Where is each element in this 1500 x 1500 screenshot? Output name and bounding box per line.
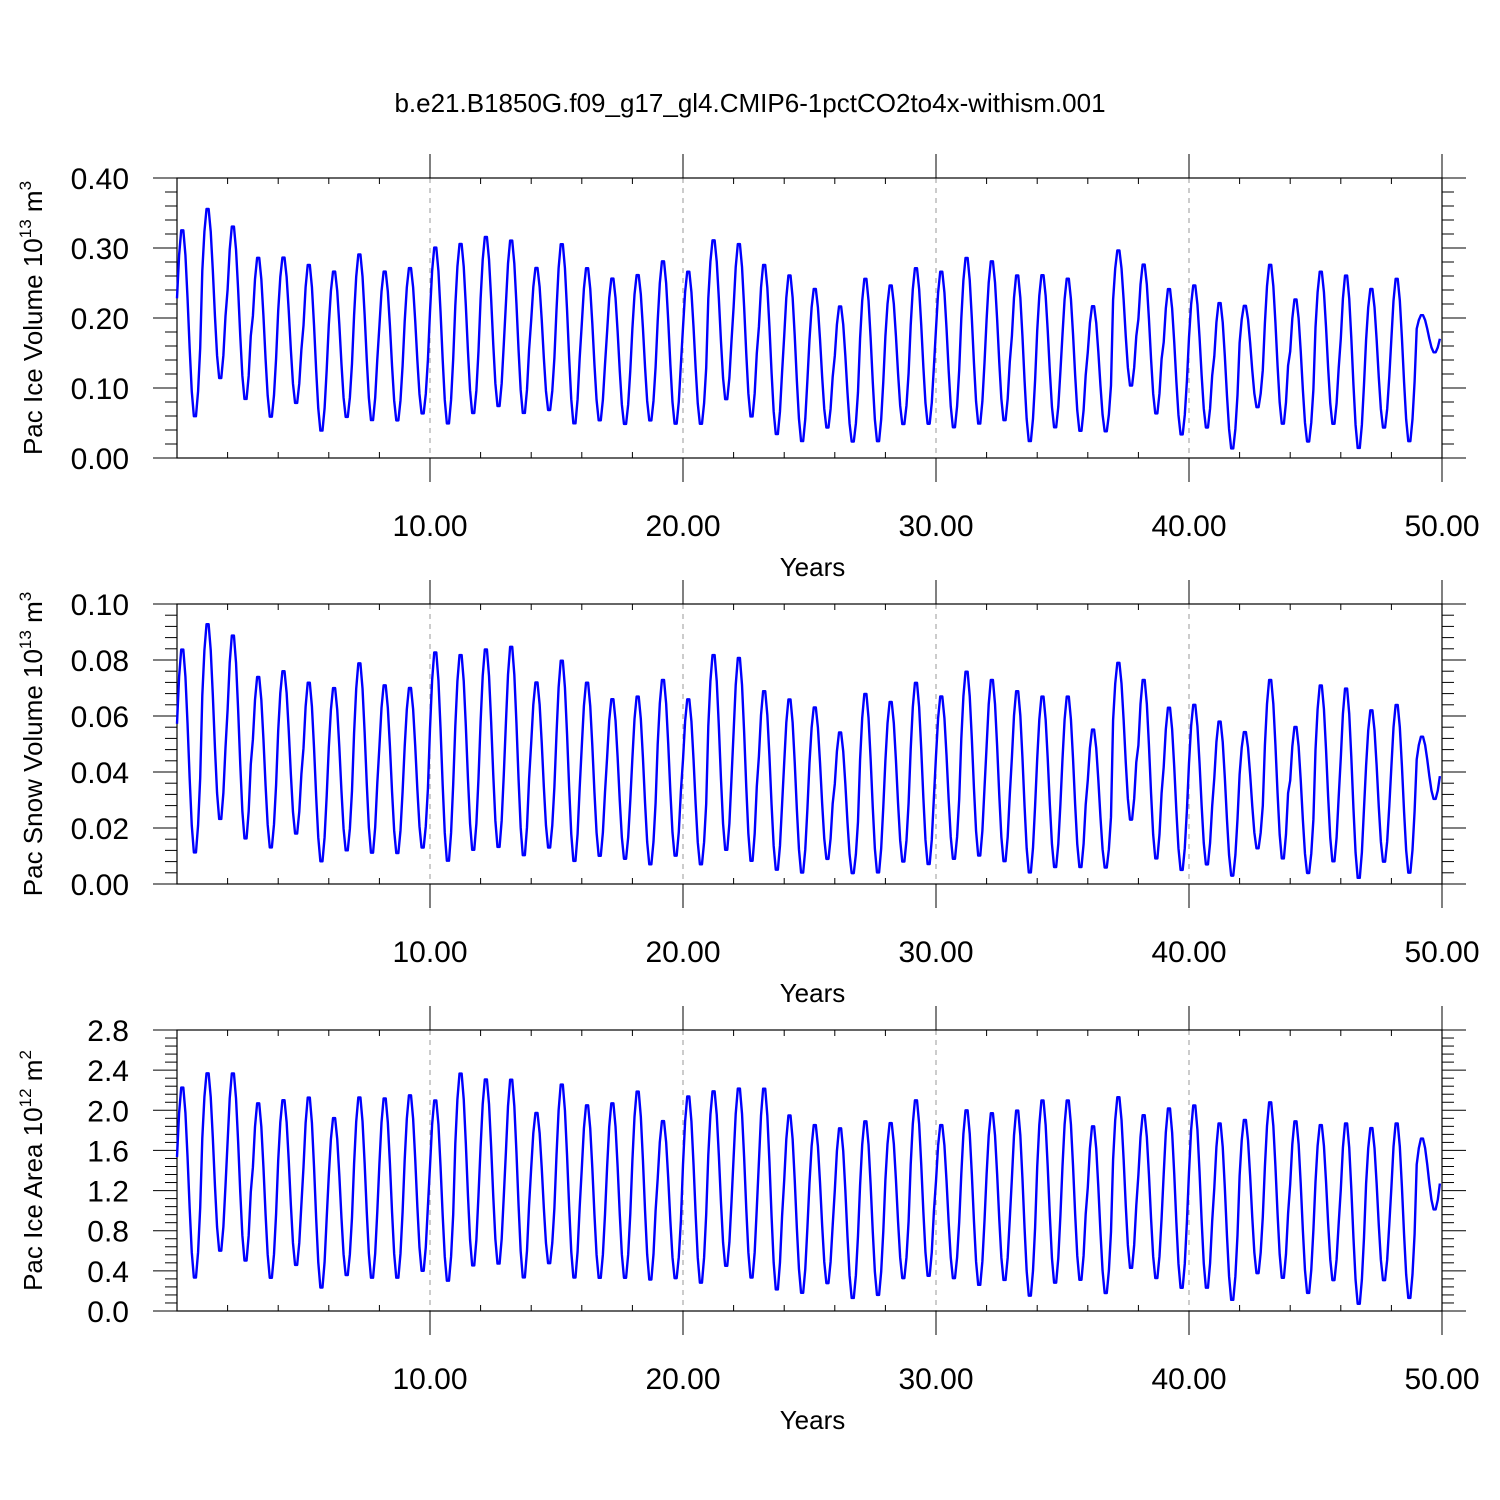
y-tick-label: 2.0: [87, 1095, 129, 1128]
plot-frame: [176, 1029, 1443, 1312]
panels: 10.00 20.00 30.00 40.00 50.00 Years 0.00 0.10 0.…: [16, 154, 1480, 1435]
y-tick-label: 1.2: [87, 1176, 129, 1209]
x-tick-label: 10.00: [392, 510, 467, 543]
y-tick-label: 0.20: [71, 303, 129, 336]
y-tick-label: 2.4: [87, 1055, 129, 1088]
x-tick-label: 30.00: [898, 936, 973, 969]
y-tick-label: 0.00: [71, 869, 129, 902]
x-tick-label: 50.00: [1404, 1363, 1479, 1396]
y-tick-label: 0.30: [71, 233, 129, 266]
plot-frame: [176, 603, 1443, 885]
data-series-line: [175, 1072, 1442, 1306]
data-series-line: [175, 623, 1442, 880]
x-tick-label: 50.00: [1404, 936, 1479, 969]
data-series-line: [175, 207, 1442, 450]
x-tick-label: 20.00: [645, 1363, 720, 1396]
y-tick-label: 0.8: [87, 1216, 129, 1249]
x-tick-label: 10.00: [392, 936, 467, 969]
x-axis-label: Years: [780, 552, 846, 582]
x-axis-label: Years: [780, 1405, 846, 1435]
x-tick-label: 40.00: [1151, 510, 1226, 543]
x-tick-label: 40.00: [1151, 936, 1226, 969]
y-tick-label: 0.04: [71, 757, 129, 790]
y-tick-label: 0.02: [71, 813, 129, 846]
y-tick-label: 0.08: [71, 645, 129, 678]
y-tick-label: 1.6: [87, 1135, 129, 1168]
x-tick-label: 40.00: [1151, 1363, 1226, 1396]
y-tick-label: 0.00: [71, 443, 129, 476]
y-tick-label: 2.8: [87, 1015, 129, 1048]
y-tick-label: 0.40: [71, 163, 129, 196]
chart-panel-3: 10.00 20.00 30.00 40.00 50.00 Years 0.0 0.4 0.8 1…: [16, 1006, 1480, 1435]
x-tick-label: 20.00: [645, 936, 720, 969]
y-tick-label: 0.0: [87, 1296, 129, 1329]
x-tick-label: 50.00: [1404, 510, 1479, 543]
chart-panel-2: 10.00 20.00 30.00 40.00 50.00 Years 0.00 0.02 0.…: [16, 580, 1480, 1008]
x-tick-label: 30.00: [898, 1363, 973, 1396]
chart-panel-1: 10.00 20.00 30.00 40.00 50.00 Years 0.00 0.10 0.…: [16, 154, 1480, 582]
x-tick-label: 10.00: [392, 1363, 467, 1396]
y-tick-label: 0.10: [71, 589, 129, 622]
y-tick-label: 0.06: [71, 701, 129, 734]
y-tick-label: 0.10: [71, 373, 129, 406]
y-axis-label: Pac Snow Volume 1013 m3: [16, 592, 48, 896]
figure-title: b.e21.B1850G.f09_g17_gl4.CMIP6-1pctCO2to…: [394, 88, 1105, 118]
y-axis-label: Pac Ice Volume 1013 m3: [16, 181, 48, 455]
x-tick-label: 20.00: [645, 510, 720, 543]
x-tick-label: 30.00: [898, 510, 973, 543]
y-axis-label: Pac Ice Area 1012 m2: [16, 1050, 48, 1291]
x-axis-label: Years: [780, 978, 846, 1008]
plot-frame: [176, 177, 1443, 459]
y-tick-label: 0.4: [87, 1256, 129, 1289]
